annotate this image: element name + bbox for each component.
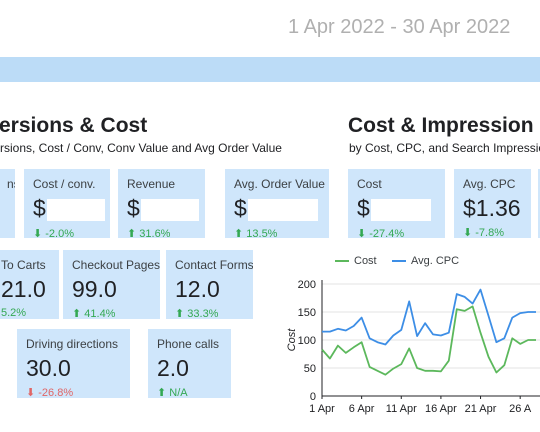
card-change: ⬆ N/A — [157, 387, 188, 398]
legend-item-cost[interactable]: Cost — [335, 255, 377, 267]
card-value: $ — [357, 195, 370, 221]
x-tick-label: 16 Apr — [425, 403, 457, 415]
card-label: Revenue — [127, 177, 176, 191]
x-tick-label: 26 A — [509, 403, 532, 415]
legend-label: Cost — [354, 255, 377, 267]
card-value: 99.0 — [72, 276, 117, 302]
card-label: Driving directions — [26, 337, 119, 351]
card-value: $ — [127, 195, 140, 221]
revenue-card[interactable]: Revenue $ ⬆ 31.6% — [118, 169, 205, 238]
y-tick-label: 150 — [298, 307, 316, 319]
cost-per-conv-card[interactable]: Cost / conv. $ ⬇ -2.0% — [24, 169, 110, 238]
legend-item-avg-cpc[interactable]: Avg. CPC — [392, 255, 459, 267]
redacted-value — [247, 198, 318, 221]
redacted-value — [370, 198, 431, 221]
x-tick-label: 1 Apr — [309, 403, 335, 415]
card-change: ⬇ -7.8% — [463, 227, 505, 238]
left-section-title: ersions & Cost — [0, 114, 148, 137]
y-tick-label: 0 — [310, 391, 316, 403]
right-section-subtitle: by Cost, CPC, and Search Impression — [349, 141, 540, 155]
checkout-pages-card[interactable]: Checkout Pages 99.0 ⬆ 41.4% — [63, 250, 160, 319]
card-label: Cost / conv. — [33, 177, 96, 191]
card-change: ⬆ 13.5% — [234, 227, 278, 238]
avg-cpc-card[interactable]: Avg. CPC $1.36 ⬇ -7.8% — [454, 169, 531, 238]
card-label: Cost — [357, 177, 382, 191]
legend-label: Avg. CPC — [411, 255, 460, 267]
add-to-carts-card[interactable]: To Carts 21.0 5.2% — [0, 250, 59, 319]
phone-calls-card[interactable]: Phone calls 2.0 ⬆ N/A — [148, 329, 231, 398]
y-axis-label: Cost — [286, 328, 298, 352]
avg-order-value-card[interactable]: Avg. Order Value $ ⬆ 13.5% — [225, 169, 329, 238]
cost-card[interactable]: Cost $ ⬇ -27.4% — [348, 169, 445, 238]
extra-card[interactable] — [538, 169, 540, 238]
card-value: 12.0 — [175, 276, 220, 302]
card-change: 5.2% — [1, 307, 27, 319]
card-label: Phone calls — [157, 337, 220, 351]
card-value: $ — [33, 195, 46, 221]
card-label: Contact Forms — [175, 258, 253, 272]
card-value: 2.0 — [157, 355, 189, 381]
x-tick-label: 11 Apr — [386, 403, 417, 415]
legend-swatch-avg-cpc — [392, 260, 406, 263]
card-change: ⬇ -27.4% — [357, 227, 405, 238]
cost-cpc-line-chart[interactable]: 0 50 100 150 200 Cost 1 Apr 6 Apr 11 Apr 16 Apr 21… — [282, 252, 540, 427]
card-value: $1.36 — [463, 195, 521, 221]
y-tick-label: 100 — [298, 335, 316, 347]
card-label: Avg. Order Value — [234, 177, 325, 191]
card-change: ⬆ 31.6% — [127, 227, 171, 238]
header-banner — [0, 57, 540, 82]
y-tick-label: 200 — [298, 279, 316, 291]
card-value: 21.0 — [1, 276, 46, 302]
x-tick-label: 6 Apr — [349, 403, 375, 415]
card-change: ⬇ -2.0% — [33, 227, 75, 238]
date-range[interactable]: 1 Apr 2022 - 30 Apr 2022 — [288, 16, 511, 38]
card-change: ⬆ 33.3% — [175, 308, 219, 319]
cost-series-line — [321, 305, 536, 376]
conversions-card[interactable]: ns — [0, 169, 15, 238]
legend-swatch-cost — [335, 260, 349, 263]
x-tick-label: 21 Apr — [465, 403, 497, 415]
avg-cpc-series-line — [322, 288, 536, 346]
card-change: ⬇ -26.8% — [26, 387, 74, 398]
redacted-value — [46, 198, 105, 221]
left-section-subtitle: rsions, Cost / Conv, Conv Value and Avg … — [0, 141, 282, 155]
card-label: Avg. CPC — [463, 177, 516, 191]
card-value: $ — [234, 195, 247, 221]
contact-forms-card[interactable]: Contact Forms 12.0 ⬆ 33.3% — [166, 250, 253, 319]
card-label: Checkout Pages — [72, 258, 160, 272]
card-change: ⬆ 41.4% — [72, 308, 116, 319]
redacted-value — [140, 198, 199, 221]
right-section-title: Cost & Impression S — [348, 114, 540, 137]
y-tick-label: 50 — [304, 363, 316, 375]
card-label: To Carts — [1, 258, 46, 272]
driving-directions-card[interactable]: Driving directions 30.0 ⬇ -26.8% — [17, 329, 130, 398]
card-value: 30.0 — [26, 355, 71, 381]
